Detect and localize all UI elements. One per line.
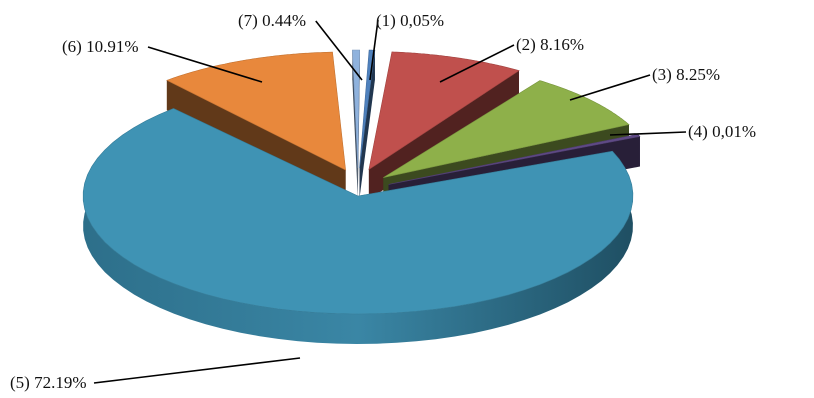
slice-label-1: (1) 0,05% <box>376 11 444 30</box>
slice-label-4: (4) 0,01% <box>688 122 756 141</box>
label-leader-lines <box>93 19 687 384</box>
leader-line-5 <box>93 357 301 384</box>
slice-wall <box>359 50 375 199</box>
slice-label-7: (7) 0.44% <box>238 11 306 30</box>
leader-line-3 <box>569 74 651 101</box>
pie-slice-5 <box>82 108 634 344</box>
leader-line-2 <box>439 44 515 83</box>
leader-line-6 <box>147 46 263 83</box>
slice-top <box>82 108 634 315</box>
slice-top <box>383 80 630 178</box>
slice-label-3: (3) 8.25% <box>652 65 720 84</box>
pie-slice-1 <box>359 49 376 199</box>
slice-label-5: (5) 72.19% <box>10 373 86 392</box>
pie-slices <box>82 49 641 344</box>
slice-label-6: (6) 10.91% <box>62 37 138 56</box>
slice-labels: (1) 0,05% (2) 8.16% (3) 8.25% (4) 0,01% (5) … <box>10 11 756 392</box>
slice-wall <box>352 50 358 199</box>
pie-slice-7 <box>352 49 361 199</box>
slice-top <box>166 51 346 171</box>
leader-line-7 <box>315 20 363 81</box>
slice-top <box>368 51 520 171</box>
leader-line-1 <box>369 19 379 81</box>
slice-top <box>352 49 361 169</box>
leader-line-4 <box>609 131 687 136</box>
slice-label-2: (2) 8.16% <box>516 35 584 54</box>
